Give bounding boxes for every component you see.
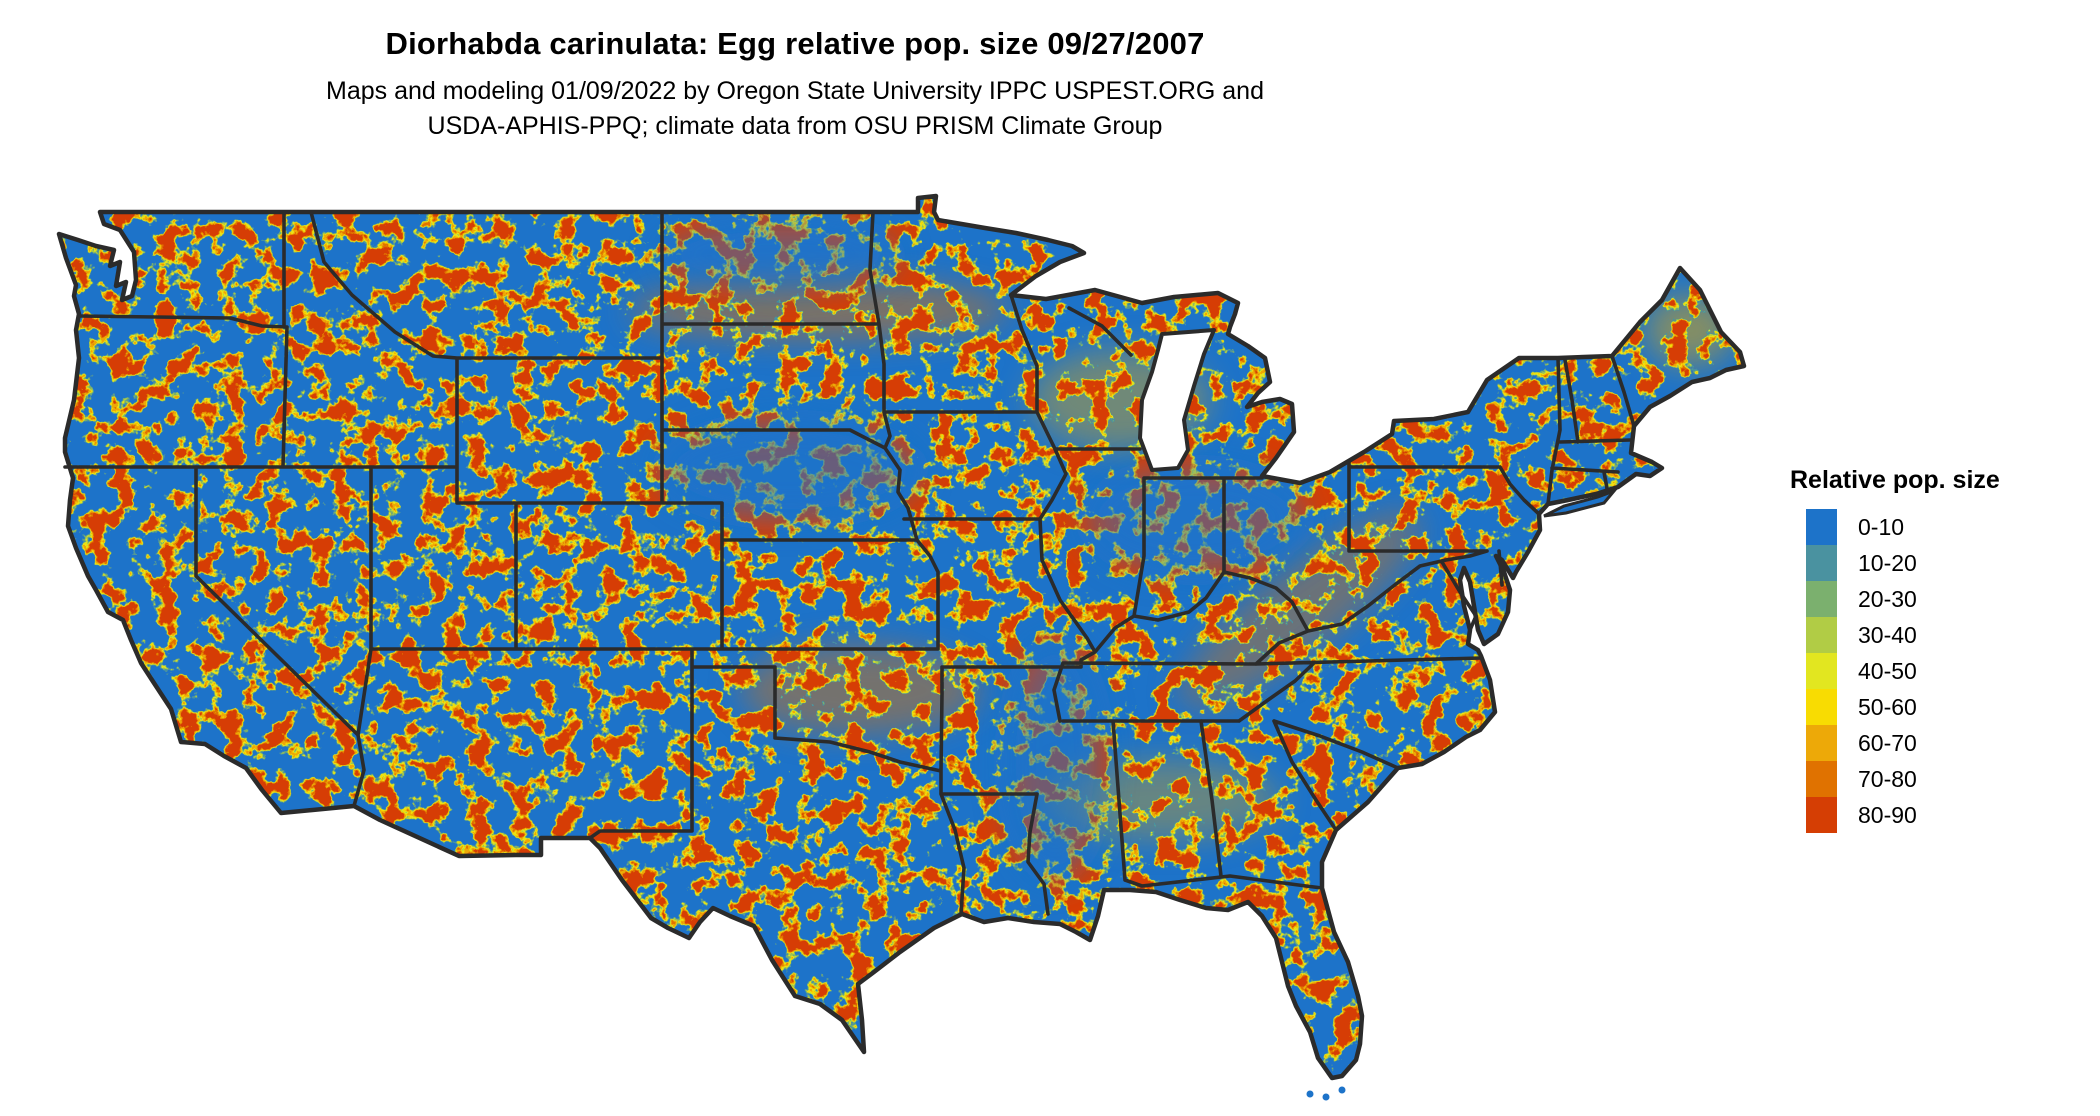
state-borders <box>63 210 1636 916</box>
legend-swatch-20-30 <box>1806 581 1837 617</box>
legend-swatch-60-70 <box>1806 725 1837 761</box>
legend-item: 0-10 <box>1806 509 2000 545</box>
legend-item: 10-20 <box>1806 545 2000 581</box>
legend-swatch-10-20 <box>1806 545 1837 581</box>
legend-label: 20-30 <box>1858 585 1917 612</box>
legend-label: 30-40 <box>1858 621 1917 648</box>
legend-item: 70-80 <box>1806 761 2000 797</box>
legend: Relative pop. size 0-10 10-20 20-30 30-4… <box>1790 466 2000 833</box>
legend-label: 50-60 <box>1858 693 1917 720</box>
legend-item: 30-40 <box>1806 617 2000 653</box>
florida-keys <box>1306 1086 1346 1101</box>
long-island <box>1543 487 1619 518</box>
legend-swatch-70-80 <box>1806 761 1837 797</box>
legend-swatch-30-40 <box>1806 617 1837 653</box>
map-subtitle: Maps and modeling 01/09/2022 by Oregon S… <box>0 74 1590 144</box>
low-population-layer <box>660 220 1305 880</box>
legend-swatch-80-90 <box>1806 797 1837 833</box>
legend-item: 20-30 <box>1806 581 2000 617</box>
legend-label: 70-80 <box>1858 765 1917 792</box>
map-header: Diorhabda carinulata: Egg relative pop. … <box>0 26 1590 144</box>
page-title: Diorhabda carinulata: Egg relative pop. … <box>385 26 1205 61</box>
lake-michigan <box>1138 328 1216 472</box>
legend-swatch-40-50 <box>1806 653 1837 689</box>
subtitle-line-2: USDA-APHIS-PPQ; climate data from OSU PR… <box>427 112 1163 140</box>
legend-label: 40-50 <box>1858 657 1917 684</box>
legend-label: 10-20 <box>1858 549 1917 576</box>
legend-item: 50-60 <box>1806 689 2000 725</box>
legend-label: 60-70 <box>1858 729 1917 756</box>
legend-item: 60-70 <box>1806 725 2000 761</box>
subtitle-line-1: Maps and modeling 01/09/2022 by Oregon S… <box>326 77 1264 105</box>
legend-swatch-0-10 <box>1806 509 1837 545</box>
legend-swatch-50-60 <box>1806 689 1837 725</box>
legend-label: 0-10 <box>1858 513 1905 540</box>
legend-title: Relative pop. size <box>1790 466 2000 494</box>
legend-item: 40-50 <box>1806 653 2000 689</box>
legend-label: 80-90 <box>1858 801 1917 828</box>
legend-item: 80-90 <box>1806 797 2000 833</box>
legend-rows: 0-10 10-20 20-30 30-40 40-50 50-60 60-70 <box>1806 509 2000 833</box>
